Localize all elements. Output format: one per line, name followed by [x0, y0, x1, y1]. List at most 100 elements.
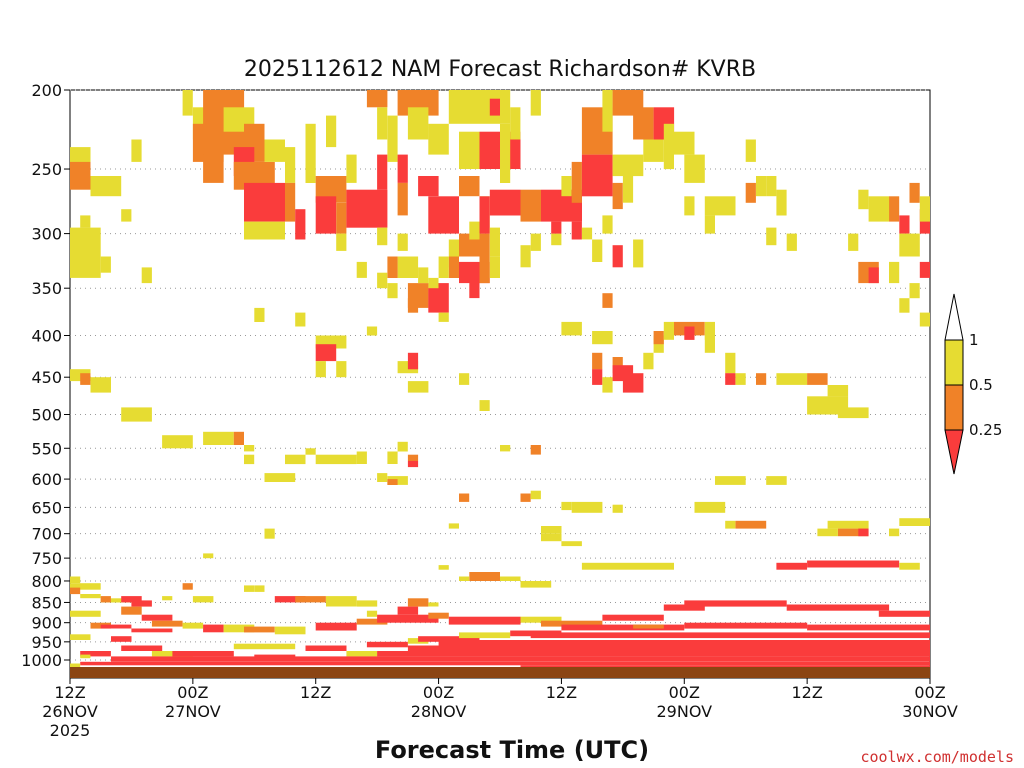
cell — [684, 622, 808, 629]
cell — [889, 196, 900, 222]
cell — [397, 182, 408, 216]
x-tick-label: 2025 — [50, 721, 91, 740]
cell — [878, 610, 930, 617]
cell — [397, 154, 408, 183]
cell — [377, 227, 388, 246]
cell — [233, 431, 244, 445]
cell — [387, 479, 398, 485]
cell — [868, 196, 890, 222]
cell — [377, 473, 388, 482]
x-tick-label: 26NOV — [42, 702, 98, 721]
cell — [407, 381, 429, 393]
cell — [182, 90, 193, 116]
cell — [254, 585, 265, 592]
cell — [264, 528, 275, 539]
cell — [581, 562, 674, 570]
cell — [571, 161, 582, 203]
cell — [561, 541, 582, 547]
cell — [70, 663, 81, 667]
cell — [612, 504, 623, 513]
cell — [366, 90, 388, 108]
cell — [448, 256, 459, 278]
cell — [745, 182, 756, 203]
cell — [356, 618, 388, 625]
cell — [244, 626, 275, 633]
cell — [663, 604, 705, 611]
legend-band — [944, 384, 964, 431]
cell — [203, 154, 224, 183]
cell — [315, 361, 326, 378]
cell — [459, 373, 470, 385]
cell — [203, 624, 224, 633]
cell — [827, 520, 869, 529]
cell — [735, 520, 767, 529]
cell — [602, 377, 613, 393]
cell — [479, 196, 490, 234]
cell — [336, 202, 347, 234]
cell — [111, 656, 930, 662]
cell — [121, 209, 132, 222]
cell — [735, 373, 746, 385]
cell — [397, 256, 419, 278]
cell — [633, 239, 644, 268]
cell — [612, 245, 623, 268]
cell — [356, 600, 378, 607]
cell — [766, 227, 777, 246]
cell — [837, 528, 869, 537]
cell — [561, 624, 685, 631]
x-tick-label: 30NOV — [902, 702, 958, 721]
cell — [500, 445, 511, 452]
cell — [899, 233, 920, 257]
cell — [909, 182, 920, 203]
cell — [244, 221, 285, 240]
cell — [182, 583, 193, 590]
cell — [684, 154, 705, 183]
x-axis-label: Forecast Time (UTC) — [375, 736, 649, 764]
cell — [407, 107, 429, 140]
cell — [704, 215, 715, 234]
cell — [366, 326, 378, 336]
y-tick-label-850: 850 — [31, 593, 62, 612]
cell — [899, 298, 910, 313]
y-axis: 200 250 300 350 400 450 500 550 600 650 700 750 800 8… — [21, 81, 70, 670]
cell — [889, 261, 900, 284]
cell — [274, 626, 306, 635]
cell — [162, 435, 193, 449]
cell — [530, 90, 541, 116]
cell — [541, 533, 562, 542]
cell — [500, 576, 521, 581]
cell — [70, 161, 91, 190]
cell — [336, 361, 347, 378]
cell — [520, 189, 541, 222]
cell — [459, 233, 490, 257]
cell — [520, 493, 531, 502]
cell — [315, 344, 337, 362]
cell — [70, 634, 91, 640]
cell — [438, 565, 449, 570]
cell — [858, 189, 869, 210]
cell — [643, 352, 654, 370]
cell — [428, 612, 449, 619]
cell — [121, 606, 142, 615]
cell — [100, 256, 111, 273]
cell — [387, 115, 398, 162]
cell — [725, 373, 736, 385]
cell — [479, 400, 490, 411]
cell — [111, 636, 132, 642]
cell — [766, 476, 787, 485]
cell — [684, 196, 695, 216]
x-tick-label: 28NOV — [411, 702, 467, 721]
cell — [858, 528, 869, 537]
cell — [571, 221, 582, 240]
cell — [387, 283, 398, 299]
cell — [315, 622, 357, 631]
cell — [100, 598, 132, 603]
cell — [715, 476, 746, 485]
cell — [489, 98, 500, 116]
cell — [285, 454, 306, 465]
cell — [141, 267, 152, 284]
cell — [520, 245, 531, 268]
cell — [520, 616, 562, 623]
